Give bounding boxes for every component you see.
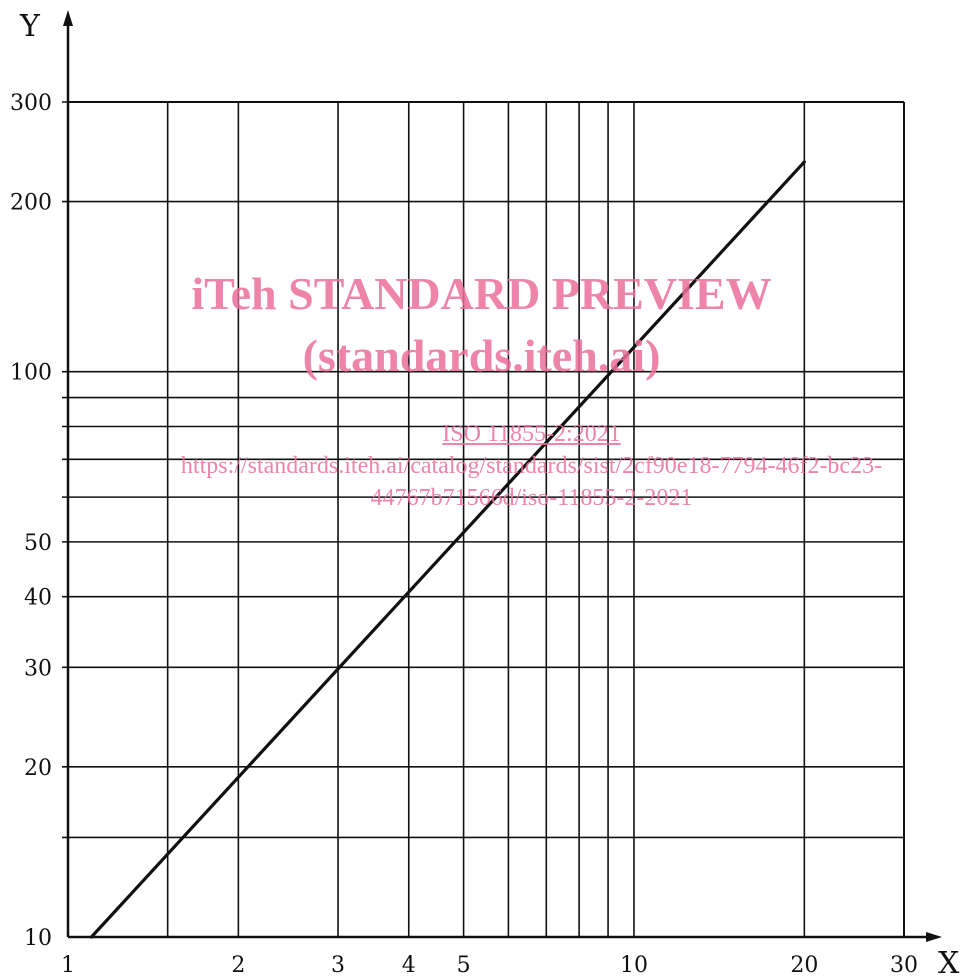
watermark-standard-link[interactable]: ISO 11855-2:2021 bbox=[442, 421, 621, 447]
y-tick-label: 30 bbox=[24, 656, 52, 681]
x-tick-label: 5 bbox=[457, 953, 471, 978]
axes bbox=[63, 10, 942, 942]
watermark-subtitle: (standards.iteh.ai) bbox=[302, 330, 661, 381]
watermark-url-line1: https://standards.iteh.ai/catalog/standa… bbox=[180, 453, 883, 479]
watermark-url-line2: 44767b71566d/iso-11855-2-2021 bbox=[370, 485, 693, 511]
x-tick-label: 20 bbox=[790, 953, 818, 978]
y-axis-arrow bbox=[63, 10, 73, 26]
watermark-title: iTeh STANDARD PREVIEW bbox=[191, 268, 772, 319]
y-tick-label: 40 bbox=[24, 586, 52, 611]
x-tick-label: 3 bbox=[331, 953, 345, 978]
data-series bbox=[89, 160, 806, 939]
y-tick-label: 50 bbox=[24, 531, 52, 556]
x-axis-arrow bbox=[926, 932, 942, 942]
x-tick-label: 10 bbox=[620, 953, 648, 978]
y-axis-label: Y bbox=[19, 9, 41, 44]
x-tick-label: 1 bbox=[61, 953, 75, 978]
y-tick-label: 20 bbox=[24, 756, 52, 781]
series-line bbox=[89, 160, 806, 939]
y-tick-label: 300 bbox=[10, 91, 52, 116]
x-tick-label: 4 bbox=[402, 953, 416, 978]
x-axis-label: X bbox=[938, 946, 960, 978]
x-tick-label: 30 bbox=[890, 953, 918, 978]
gridlines bbox=[62, 101, 905, 937]
y-tick-label: 10 bbox=[24, 926, 52, 951]
y-tick-label: 100 bbox=[10, 361, 52, 386]
tick-labels: 1 2 3 4 5 10 20 30 10 20 30 40 50 100 200 300 bbox=[10, 91, 918, 978]
x-tick-label: 2 bbox=[231, 953, 245, 978]
y-tick-label: 200 bbox=[10, 191, 52, 216]
